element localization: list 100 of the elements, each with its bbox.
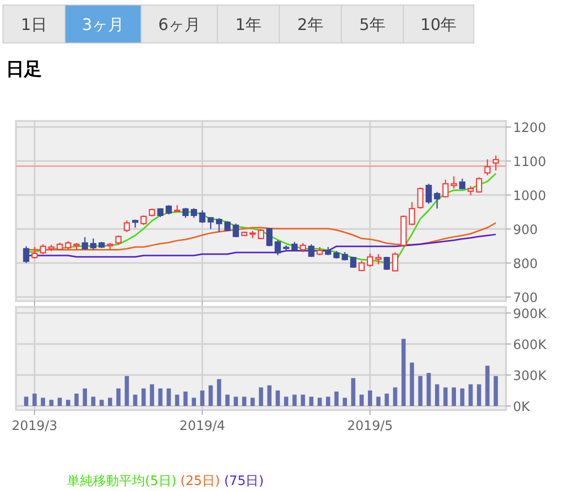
y-tick-label: 0K	[513, 400, 530, 415]
bar	[292, 394, 297, 406]
text: (75日)	[224, 474, 264, 489]
bar	[326, 396, 330, 406]
text: 2年	[297, 15, 324, 34]
text: 単純移動平均(5日)	[67, 474, 176, 489]
text: 1日	[20, 15, 48, 34]
candlestick	[484, 158, 491, 176]
candlestick	[468, 186, 474, 196]
bar	[476, 384, 482, 406]
bar	[192, 398, 196, 406]
y-tick-label: 900	[513, 223, 538, 238]
candlestick	[23, 246, 30, 264]
text: 6ヶ月	[158, 15, 200, 34]
candlestick	[392, 252, 398, 272]
bar	[468, 384, 473, 406]
bar	[485, 366, 490, 406]
bar	[276, 390, 280, 406]
candlestick	[408, 202, 416, 226]
bar	[40, 398, 46, 406]
bar	[368, 390, 372, 406]
bar	[318, 398, 322, 406]
candlestick	[208, 216, 214, 230]
y-tick-label: 1200	[513, 121, 546, 136]
candlestick	[426, 183, 432, 204]
y-tick-label: 800	[513, 257, 538, 272]
candlestick	[308, 244, 314, 258]
candlestick	[90, 238, 96, 250]
bar	[410, 362, 414, 406]
candlestick	[166, 204, 172, 215]
bar	[460, 388, 464, 406]
bar	[100, 400, 104, 406]
candlestick	[199, 210, 206, 224]
bar	[183, 392, 188, 406]
candlestick	[216, 218, 222, 233]
candlestick	[366, 252, 374, 268]
bar	[334, 392, 339, 406]
bar	[24, 396, 28, 406]
bar	[435, 384, 440, 406]
bar	[418, 376, 422, 406]
bar	[142, 388, 146, 406]
text: (25日)	[180, 474, 220, 489]
text: 5年	[359, 15, 386, 34]
bar	[124, 376, 129, 406]
bar	[242, 396, 246, 406]
x-tick-label: 2019/3	[12, 419, 58, 434]
candlestick	[291, 241, 298, 252]
bar	[393, 387, 398, 406]
bar	[82, 388, 87, 406]
y-tick-label: 300K	[513, 369, 547, 384]
candlestick	[450, 176, 457, 190]
bar	[216, 379, 222, 406]
bar	[494, 376, 498, 406]
bar	[32, 394, 37, 406]
y-tick-label: 1100	[513, 155, 546, 170]
bar	[351, 378, 356, 406]
bar	[58, 398, 62, 406]
candlestick	[434, 191, 440, 210]
candlestick	[182, 207, 189, 218]
bar	[234, 396, 238, 406]
bar	[452, 387, 456, 406]
x-tick-label: 2019/5	[347, 419, 393, 434]
bar	[74, 394, 79, 406]
candlestick	[417, 186, 424, 210]
bar	[66, 400, 70, 406]
bar	[166, 388, 171, 406]
bar	[116, 388, 121, 406]
x-tick-label: 2019/4	[179, 419, 226, 434]
candlestick	[442, 179, 449, 198]
bar	[360, 394, 364, 406]
candlestick	[82, 236, 88, 250]
bar	[225, 394, 230, 406]
candlestick	[266, 227, 272, 247]
chart-title: 日足	[6, 59, 42, 80]
bar	[401, 338, 406, 406]
bar	[133, 394, 138, 406]
candlestick	[190, 208, 198, 218]
bar	[284, 396, 288, 406]
bar	[376, 396, 380, 406]
y-tick-label: 900K	[513, 307, 547, 322]
bar	[384, 394, 389, 406]
y-tick-label: 600K	[513, 338, 547, 353]
bar	[258, 387, 264, 406]
candlestick	[300, 242, 306, 253]
candlestick	[274, 240, 281, 256]
candlestick	[31, 246, 38, 260]
candlestick	[40, 244, 46, 255]
bar	[49, 400, 54, 406]
candlestick	[375, 254, 382, 265]
bar	[175, 394, 180, 406]
candlestick	[124, 220, 130, 233]
candlestick	[384, 256, 390, 270]
bar	[208, 385, 213, 406]
bar	[443, 387, 448, 406]
bar	[342, 398, 347, 406]
bar	[158, 388, 162, 406]
candlestick	[492, 154, 499, 172]
text: 3ヶ月	[82, 15, 124, 34]
candlestick	[476, 176, 482, 194]
bar	[309, 396, 314, 406]
